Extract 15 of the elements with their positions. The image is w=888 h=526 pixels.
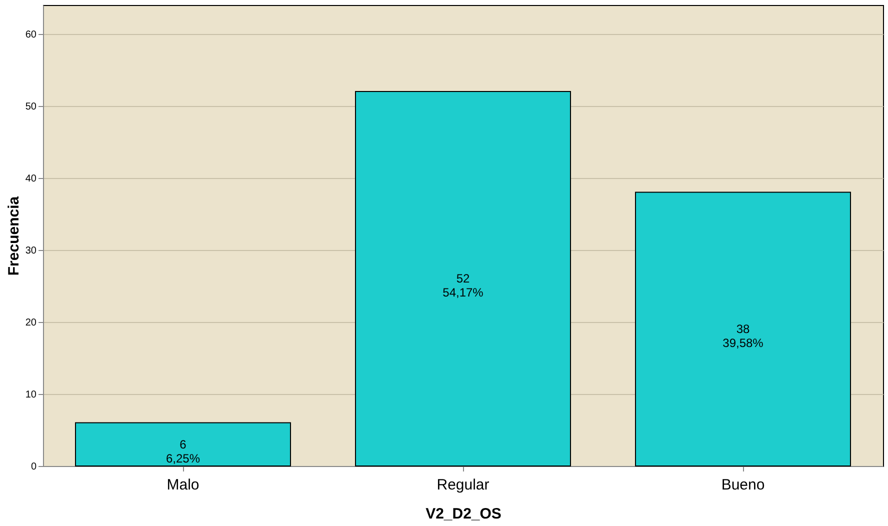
data-label: 38 39,58% <box>722 322 764 350</box>
y-tick-label: 20 <box>25 317 37 328</box>
y-tick-label: 0 <box>30 462 37 472</box>
x-tick-label: Regular <box>436 476 490 494</box>
y-tick-label: 60 <box>25 29 37 40</box>
y-tick-label: 10 <box>25 389 37 400</box>
x-tick-label: Malo <box>166 476 200 494</box>
x-tick-label: Bueno <box>721 476 765 494</box>
data-label: 52 54,17% <box>442 272 484 300</box>
y-tick-label: 50 <box>25 101 37 112</box>
data-label: 6 6,25% <box>166 437 200 466</box>
x-axis-title: V2_D2_OS <box>426 506 502 522</box>
y-axis-title: Frecuencia <box>5 196 22 276</box>
y-tick-label: 30 <box>25 245 37 256</box>
y-tick-label: 40 <box>25 173 37 184</box>
